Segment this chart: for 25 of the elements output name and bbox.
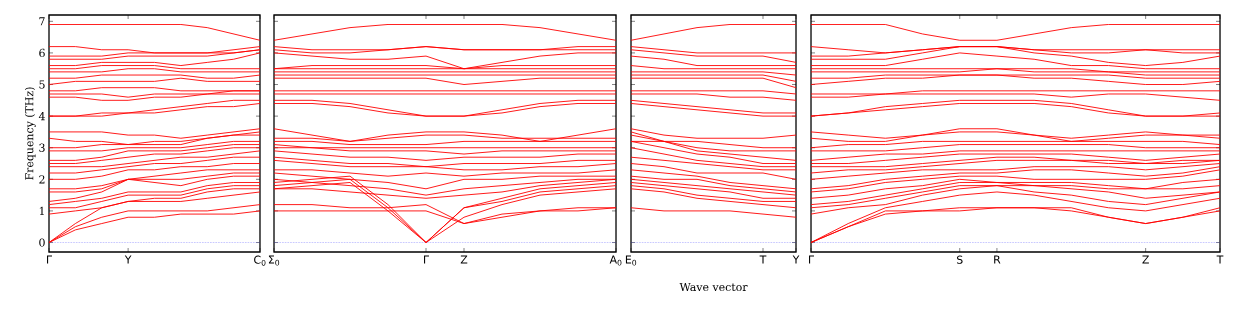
- x-tick-label: Y: [124, 255, 132, 264]
- y-tick-label: 3: [39, 143, 45, 152]
- y-tick-label: 5: [39, 80, 45, 89]
- x-tick-label: Z: [1142, 255, 1149, 264]
- y-tick-label: 7: [39, 17, 45, 26]
- x-tick-label: C$_{0}$: [254, 255, 266, 266]
- x-tick-label: E$_{0}$: [625, 255, 637, 266]
- y-tick-label: 1: [39, 206, 44, 215]
- y-axis-title: Frequency (THz): [24, 87, 36, 180]
- x-tick-label: S: [956, 255, 963, 264]
- x-tick-label: A$_{0}$: [609, 255, 622, 266]
- x-tick-label: Z: [460, 255, 468, 264]
- y-tick-label: 6: [39, 48, 45, 58]
- x-tick-label: Σ$_{0}$: [268, 255, 280, 266]
- x-tick-label: Γ: [47, 255, 52, 264]
- y-tick-label: 2: [39, 175, 45, 184]
- x-tick-label: T: [1216, 255, 1224, 264]
- x-tick-label: Y: [792, 255, 800, 264]
- x-tick-label: R: [994, 255, 1001, 264]
- x-axis-title: Wave vector: [679, 282, 748, 292]
- x-tick-label: Γ: [809, 255, 814, 264]
- x-tick-label: T: [759, 255, 767, 264]
- y-tick-label: 0: [39, 238, 45, 247]
- x-tick-label: Γ: [424, 255, 429, 264]
- y-tick-label: 4: [38, 112, 45, 121]
